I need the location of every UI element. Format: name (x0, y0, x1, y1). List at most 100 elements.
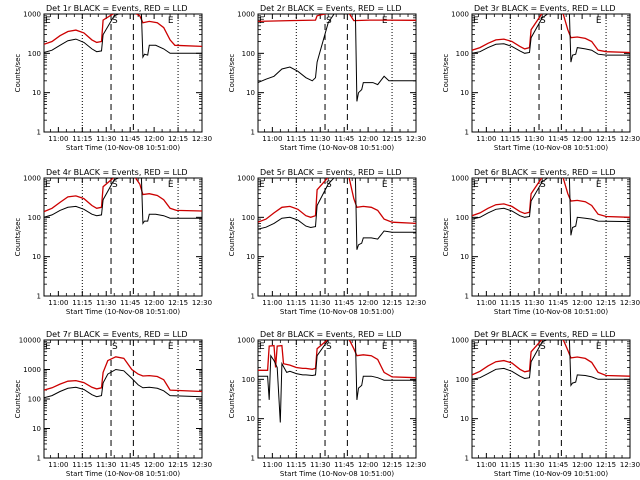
lld-series-line (472, 178, 630, 218)
panel-title: Det 3r BLACK = Events, RED = LLD (474, 4, 616, 13)
plot-frame (257, 177, 417, 297)
interval-marker-e: E (259, 180, 265, 190)
interval-marker-e: E (168, 16, 174, 26)
y-tick-label: 1 (37, 293, 41, 301)
x-tick-label: 12:00 (144, 135, 164, 143)
y-tick-label: 10 (460, 253, 469, 261)
y-tick-label: 100 (28, 396, 41, 404)
interval-marker-e: E (168, 342, 174, 352)
x-tick-label: 11:45 (548, 135, 568, 143)
interval-marker-s: S (326, 342, 332, 352)
x-tick-label: 11:00 (476, 135, 496, 143)
y-tick-label: 1 (465, 455, 469, 463)
x-tick-label: 12:00 (572, 135, 592, 143)
y-tick-label: 1 (37, 455, 41, 463)
panel-title: Det 4r BLACK = Events, RED = LLD (46, 168, 188, 177)
panel-title: Det 6r BLACK = Events, RED = LLD (474, 168, 616, 177)
interval-marker-e: E (45, 180, 51, 190)
x-tick-label: 11:30 (524, 299, 544, 307)
panel-det-5: Det 5r BLACK = Events, RED = LLD 1 10 100 10… (228, 168, 426, 316)
x-tick-label: 11:45 (120, 135, 140, 143)
x-tick-label: 11:15 (286, 461, 306, 469)
y-tick-label: 100 (456, 50, 469, 58)
interval-marker-s: S (112, 342, 118, 352)
x-tick-label: 11:00 (262, 299, 282, 307)
y-tick-label: 10 (246, 89, 255, 97)
x-tick-label: 11:45 (120, 461, 140, 469)
y-tick-label: 1000 (23, 175, 41, 183)
x-tick-label: 11:00 (48, 135, 68, 143)
lld-series-line (472, 14, 630, 54)
x-tick-label: 11:15 (72, 299, 92, 307)
y-axis-label: Counts/sec (228, 54, 236, 93)
interval-marker-e: E (382, 16, 388, 26)
lld-series-line (258, 14, 416, 23)
x-tick-label: 11:45 (334, 461, 354, 469)
interval-marker-e: E (596, 180, 602, 190)
x-tick-label: 11:45 (334, 299, 354, 307)
x-axis-label: Start Time (10-Nov-08 10:51:00) (280, 144, 394, 152)
x-tick-label: 12:15 (596, 135, 616, 143)
x-tick-label: 11:30 (310, 299, 330, 307)
x-tick-label: 11:30 (96, 135, 116, 143)
y-axis-label: Counts/sec (14, 218, 22, 257)
y-tick-label: 1 (251, 455, 255, 463)
plot-frame (43, 13, 203, 133)
x-tick-label: 12:15 (168, 135, 188, 143)
x-tick-label: 11:00 (262, 461, 282, 469)
x-tick-label: 12:30 (620, 135, 640, 143)
events-series-line (258, 178, 416, 250)
x-tick-label: 11:45 (120, 299, 140, 307)
y-tick-label: 1 (465, 129, 469, 137)
panel-det-9: Det 9r BLACK = Events, RED = LLD 1 10 100 10… (442, 330, 640, 478)
x-tick-label: 12:00 (144, 299, 164, 307)
interval-marker-e: E (168, 180, 174, 190)
interval-marker-e: E (259, 342, 265, 352)
x-tick-label: 11:15 (500, 135, 520, 143)
lld-series-line (472, 340, 630, 377)
x-tick-label: 11:15 (72, 135, 92, 143)
x-tick-label: 12:00 (144, 461, 164, 469)
x-tick-label: 12:15 (168, 299, 188, 307)
x-tick-label: 11:30 (310, 135, 330, 143)
x-tick-label: 11:30 (524, 135, 544, 143)
x-tick-label: 12:30 (406, 135, 426, 143)
x-tick-label: 11:15 (286, 135, 306, 143)
x-tick-label: 11:30 (96, 461, 116, 469)
panel-det-1: Det 1r BLACK = Events, RED = LLD 1 10 100 10… (14, 4, 212, 152)
interval-marker-e: E (596, 342, 602, 352)
y-tick-label: 1000 (23, 11, 41, 19)
x-tick-label: 12:30 (620, 299, 640, 307)
panel-title: Det 5r BLACK = Events, RED = LLD (260, 168, 402, 177)
x-tick-label: 12:30 (406, 461, 426, 469)
y-tick-label: 1000 (237, 11, 255, 19)
lld-series-line (258, 178, 416, 225)
plot-frame (257, 339, 417, 459)
panel-det-7: Det 7r BLACK = Events, RED = LLD 1 10 100 10… (14, 330, 212, 478)
y-axis-label: Counts/sec (228, 218, 236, 257)
x-axis-label: Start Time (10-Nov-08 10:51:00) (66, 308, 180, 316)
panel-title: Det 9r BLACK = Events, RED = LLD (474, 330, 616, 339)
interval-marker-s: S (112, 16, 118, 26)
plot-frame (471, 177, 631, 297)
x-tick-label: 12:15 (382, 461, 402, 469)
x-tick-label: 11:15 (500, 461, 520, 469)
events-series-line (44, 368, 202, 399)
y-tick-label: 1000 (237, 175, 255, 183)
x-axis-label: Start Time (10-Nov-08 10:51:00) (280, 470, 394, 478)
y-tick-label: 1000 (23, 366, 41, 374)
plot-frame (43, 177, 203, 297)
y-tick-label: 100 (28, 214, 41, 222)
x-tick-label: 12:15 (168, 461, 188, 469)
x-tick-label: 11:00 (476, 461, 496, 469)
y-tick-label: 1000 (451, 337, 469, 345)
lld-series-line (44, 356, 202, 393)
panel-det-6: Det 6r BLACK = Events, RED = LLD 1 10 100 10… (442, 168, 640, 316)
x-tick-label: 12:15 (596, 299, 616, 307)
x-axis-label: Start Time (10-Nov-08 10:51:00) (494, 144, 608, 152)
lld-series-line (44, 14, 202, 48)
y-tick-label: 100 (456, 376, 469, 384)
x-tick-label: 11:45 (548, 461, 568, 469)
panel-title: Det 7r BLACK = Events, RED = LLD (46, 330, 188, 339)
